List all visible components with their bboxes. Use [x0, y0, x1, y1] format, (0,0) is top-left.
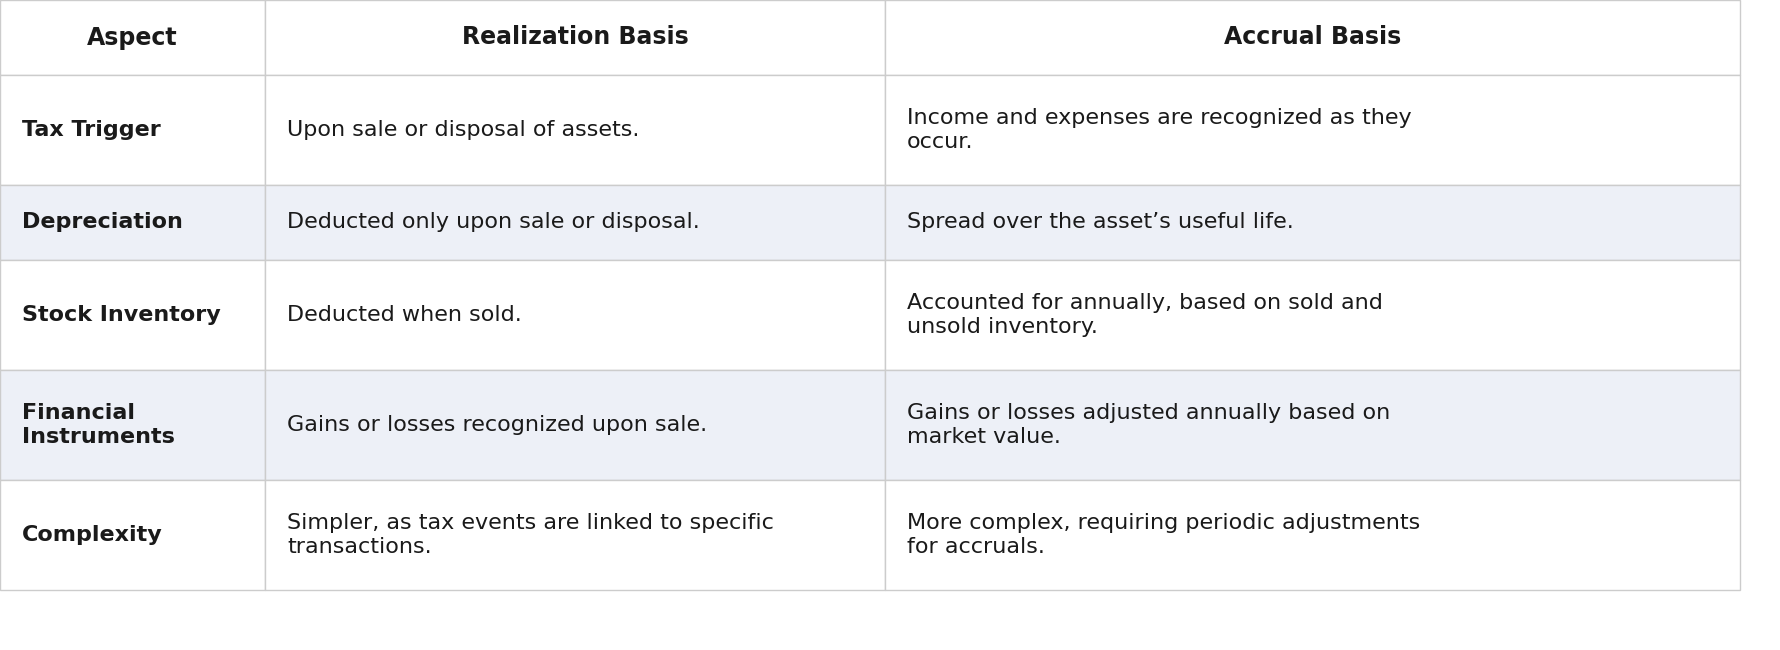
Bar: [885, 185, 1741, 260]
Text: Realization Basis: Realization Basis: [461, 25, 689, 49]
Bar: [885, 0, 1741, 75]
Bar: [0, 185, 265, 260]
Text: Aspect: Aspect: [87, 25, 178, 49]
Text: Accrual Basis: Accrual Basis: [1225, 25, 1401, 49]
Text: Income and expenses are recognized as they
occur.: Income and expenses are recognized as th…: [908, 109, 1412, 151]
Text: Deducted only upon sale or disposal.: Deducted only upon sale or disposal.: [287, 213, 700, 233]
Bar: [265, 185, 885, 260]
Bar: [885, 480, 1741, 590]
Text: Stock Inventory: Stock Inventory: [21, 305, 221, 325]
Bar: [265, 260, 885, 370]
Bar: [885, 260, 1741, 370]
Text: Simpler, as tax events are linked to specific
transactions.: Simpler, as tax events are linked to spe…: [287, 514, 774, 556]
Bar: [885, 370, 1741, 480]
Text: Depreciation: Depreciation: [21, 213, 183, 233]
Bar: [265, 0, 885, 75]
Bar: [0, 480, 265, 590]
Bar: [265, 370, 885, 480]
Text: Deducted when sold.: Deducted when sold.: [287, 305, 522, 325]
Text: Gains or losses recognized upon sale.: Gains or losses recognized upon sale.: [287, 415, 707, 435]
Text: Spread over the asset’s useful life.: Spread over the asset’s useful life.: [908, 213, 1294, 233]
Bar: [0, 75, 265, 185]
Text: Upon sale or disposal of assets.: Upon sale or disposal of assets.: [287, 120, 639, 140]
Bar: [265, 75, 885, 185]
Text: More complex, requiring periodic adjustments
for accruals.: More complex, requiring periodic adjustm…: [908, 514, 1420, 556]
Bar: [265, 480, 885, 590]
Text: Tax Trigger: Tax Trigger: [21, 120, 160, 140]
Bar: [885, 75, 1741, 185]
Text: Complexity: Complexity: [21, 525, 162, 545]
Text: Financial
Instruments: Financial Instruments: [21, 404, 174, 447]
Bar: [0, 0, 265, 75]
Text: Accounted for annually, based on sold and
unsold inventory.: Accounted for annually, based on sold an…: [908, 293, 1383, 337]
Bar: [0, 260, 265, 370]
Text: Gains or losses adjusted annually based on
market value.: Gains or losses adjusted annually based …: [908, 404, 1390, 447]
Bar: [0, 370, 265, 480]
